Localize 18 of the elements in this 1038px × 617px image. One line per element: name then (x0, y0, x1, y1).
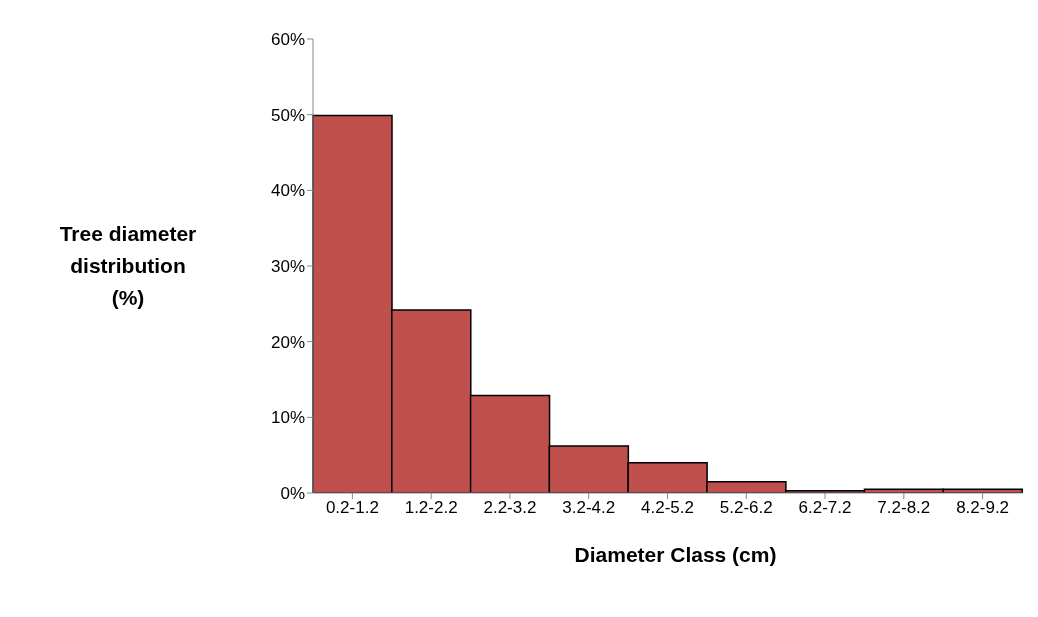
y-tick-label: 60% (270, 30, 305, 50)
x-tick-label: 5.2-6.2 (719, 498, 773, 518)
y-tick-label: 10% (270, 408, 305, 428)
y-axis-title: Tree diameter distribution (%) (58, 221, 198, 311)
y-tick-label: 0% (280, 484, 305, 504)
x-tick-label: 8.2-9.2 (956, 498, 1010, 518)
y-tick-label: 40% (270, 181, 305, 201)
x-tick-label: 6.2-7.2 (798, 498, 852, 518)
x-tick-label: 4.2-5.2 (641, 498, 694, 518)
x-tick-label: 0.2-1.2 (325, 498, 379, 518)
x-tick-label: 1.2-2.2 (404, 498, 458, 518)
x-axis-title: Diameter Class (cm) (573, 542, 778, 568)
x-tick-label: 7.2-8.2 (877, 498, 931, 518)
x-tick-label: 3.2-4.2 (562, 498, 616, 518)
x-tick-label: 2.2-3.2 (483, 498, 537, 518)
y-tick-label: 50% (270, 105, 305, 125)
y-tick-label: 30% (270, 257, 305, 277)
y-tick-label: 20% (270, 332, 305, 352)
